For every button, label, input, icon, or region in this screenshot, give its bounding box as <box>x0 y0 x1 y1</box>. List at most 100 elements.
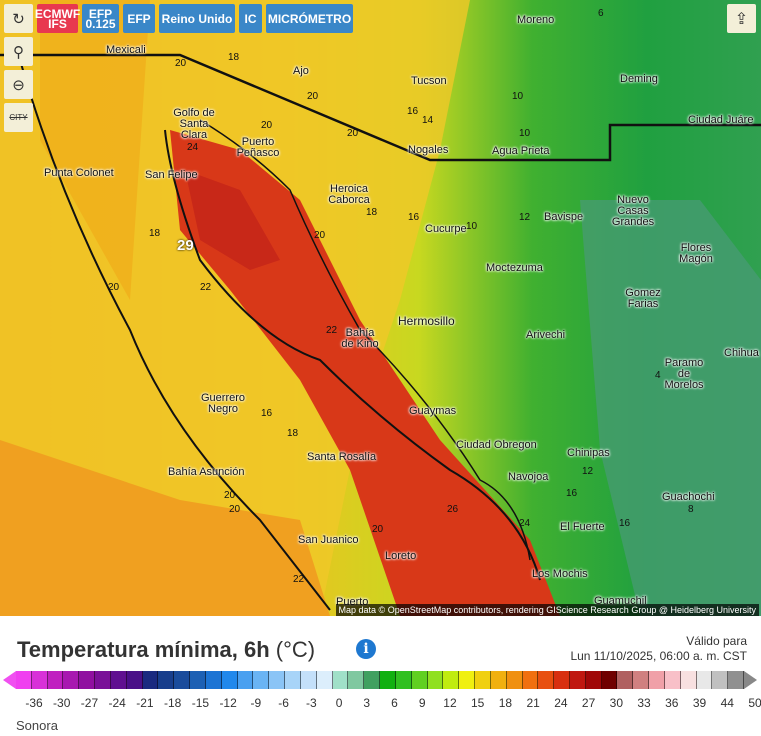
color-scale-swatch <box>569 671 586 689</box>
legend-title: Temperatura mínima, 6h (°C) <box>17 637 315 663</box>
color-scale-tick: -6 <box>278 696 289 710</box>
temp-value: 22 <box>200 282 212 293</box>
valid-label: Válido para <box>686 634 747 648</box>
color-scale-tick: 44 <box>720 696 734 710</box>
info-icon[interactable]: i <box>356 639 376 659</box>
color-scale-swatch <box>158 671 175 689</box>
city-label: Moctezuma <box>486 262 543 274</box>
model-uk-button[interactable]: Reino Unido <box>159 4 235 33</box>
color-scale-tick: 36 <box>665 696 679 710</box>
city-label: Chihua <box>724 347 759 359</box>
model-efp-0125-button[interactable]: EFP 0.125 <box>82 4 119 33</box>
city-label: Loreto <box>385 550 417 562</box>
color-scale-tick: 0 <box>335 696 343 710</box>
temp-value: 18 <box>228 52 240 63</box>
color-scale-tick: -9 <box>250 696 262 710</box>
color-scale-tick: 21 <box>526 696 540 710</box>
color-scale-swatch <box>174 671 191 689</box>
city-label: Heroica Caborca <box>328 183 370 206</box>
city-toggle-icon[interactable]: CITY <box>4 103 33 132</box>
temp-value: 14 <box>422 115 434 126</box>
city-label: Ciudad Obregon <box>456 439 537 451</box>
temp-value: 20 <box>372 524 384 535</box>
temp-value: 4 <box>655 370 661 381</box>
color-scale-swatch <box>490 671 507 689</box>
model-ic-button[interactable]: IC <box>239 4 262 33</box>
temp-value: 26 <box>447 504 459 515</box>
color-scale-swatch <box>285 671 301 689</box>
color-scale-tick: 15 <box>471 696 485 710</box>
region-label: Sonora <box>16 718 58 733</box>
temp-value: 12 <box>582 466 594 477</box>
model-ecmwf-button[interactable]: ECMWF IFS <box>35 4 80 33</box>
color-scale-tick: 6 <box>391 696 398 710</box>
color-scale-tick: -24 <box>108 696 126 710</box>
color-scale-tick: 33 <box>637 696 651 710</box>
color-scale-tick: -12 <box>219 696 237 710</box>
temp-value: 20 <box>314 230 326 241</box>
city-label: Agua Prieta <box>492 145 550 157</box>
city-label: Los Mochis <box>532 568 588 580</box>
color-scale-swatch <box>585 671 602 689</box>
city-label: San Juanico <box>298 534 359 546</box>
color-scale-tick: 12 <box>443 696 457 710</box>
color-scale-swatch <box>680 671 697 689</box>
color-scale-swatch <box>253 671 270 689</box>
city-label: Santa Rosalía <box>307 451 377 463</box>
zoom-out-icon[interactable]: ⊖ <box>4 70 33 99</box>
refresh-icon[interactable]: ↻ <box>4 4 33 33</box>
city-label: Moreno <box>517 14 555 26</box>
temp-value: 6 <box>598 8 604 19</box>
color-scale-bar <box>16 671 745 689</box>
color-scale-swatch <box>443 671 460 689</box>
color-scale-swatch <box>538 671 555 689</box>
model-micrometro-button[interactable]: MICRÓMETRO <box>266 4 353 33</box>
color-scale-swatch <box>205 671 222 689</box>
share-icon[interactable]: ⇪ <box>727 4 756 33</box>
city-label: Guamuchil <box>594 595 647 607</box>
city-label: Mexicali <box>106 44 146 56</box>
color-scale-swatch <box>649 671 665 689</box>
temp-value: 18 <box>149 228 161 239</box>
weather-map[interactable]: ECMWF IFS EFP 0.125 EFP Reino Unido IC M… <box>0 0 761 616</box>
temp-value: 24 <box>187 142 199 153</box>
color-scale-tick: 27 <box>581 696 596 710</box>
color-scale-swatch <box>696 671 713 689</box>
city-label: Nogales <box>408 144 449 156</box>
color-scale-tick: -15 <box>191 696 210 710</box>
city-label: Bavispe <box>544 211 584 223</box>
color-scale-swatch <box>269 671 286 689</box>
color-scale-swatch <box>142 671 159 689</box>
color-scale-tick: -3 <box>305 696 317 710</box>
city-label: Guaymas <box>409 405 457 417</box>
color-scale-swatch <box>126 671 143 689</box>
city-label: San Felipe <box>145 169 198 181</box>
color-scale-swatch <box>348 671 365 689</box>
temp-value: 10 <box>512 91 524 102</box>
temp-value: 22 <box>293 574 305 585</box>
color-scale-tick: 30 <box>609 696 624 710</box>
color-scale-swatch <box>47 671 64 689</box>
color-scale-swatch <box>79 671 96 689</box>
city-label: Punta Colonet <box>44 167 114 179</box>
color-scale-tick: -27 <box>80 696 99 710</box>
valid-time-value: Lun 11/10/2025, 06:00 a. m. CST <box>570 649 747 663</box>
temp-value: 10 <box>466 221 478 232</box>
color-scale-tick: 39 <box>692 696 707 710</box>
temp-value: 16 <box>408 212 420 223</box>
city-label: Flores Magón <box>679 242 713 265</box>
color-scale-tick: 9 <box>418 696 426 710</box>
city-label: Bahía Asunción <box>168 466 245 478</box>
legend-unit: (°C) <box>275 637 316 662</box>
city-label: Guerrero Negro <box>200 392 246 415</box>
color-scale-swatch <box>459 671 476 689</box>
location-pin-icon[interactable]: ⚲ <box>4 37 33 66</box>
color-scale-swatch <box>190 671 206 689</box>
color-scale-swatch <box>475 671 491 689</box>
temp-value: 20 <box>307 91 319 102</box>
color-scale-swatch <box>506 671 523 689</box>
model-efp-button[interactable]: EFP <box>123 4 155 33</box>
color-scale-swatch <box>411 671 428 689</box>
temp-value: 20 <box>108 282 120 293</box>
color-scale-swatch <box>554 671 570 689</box>
